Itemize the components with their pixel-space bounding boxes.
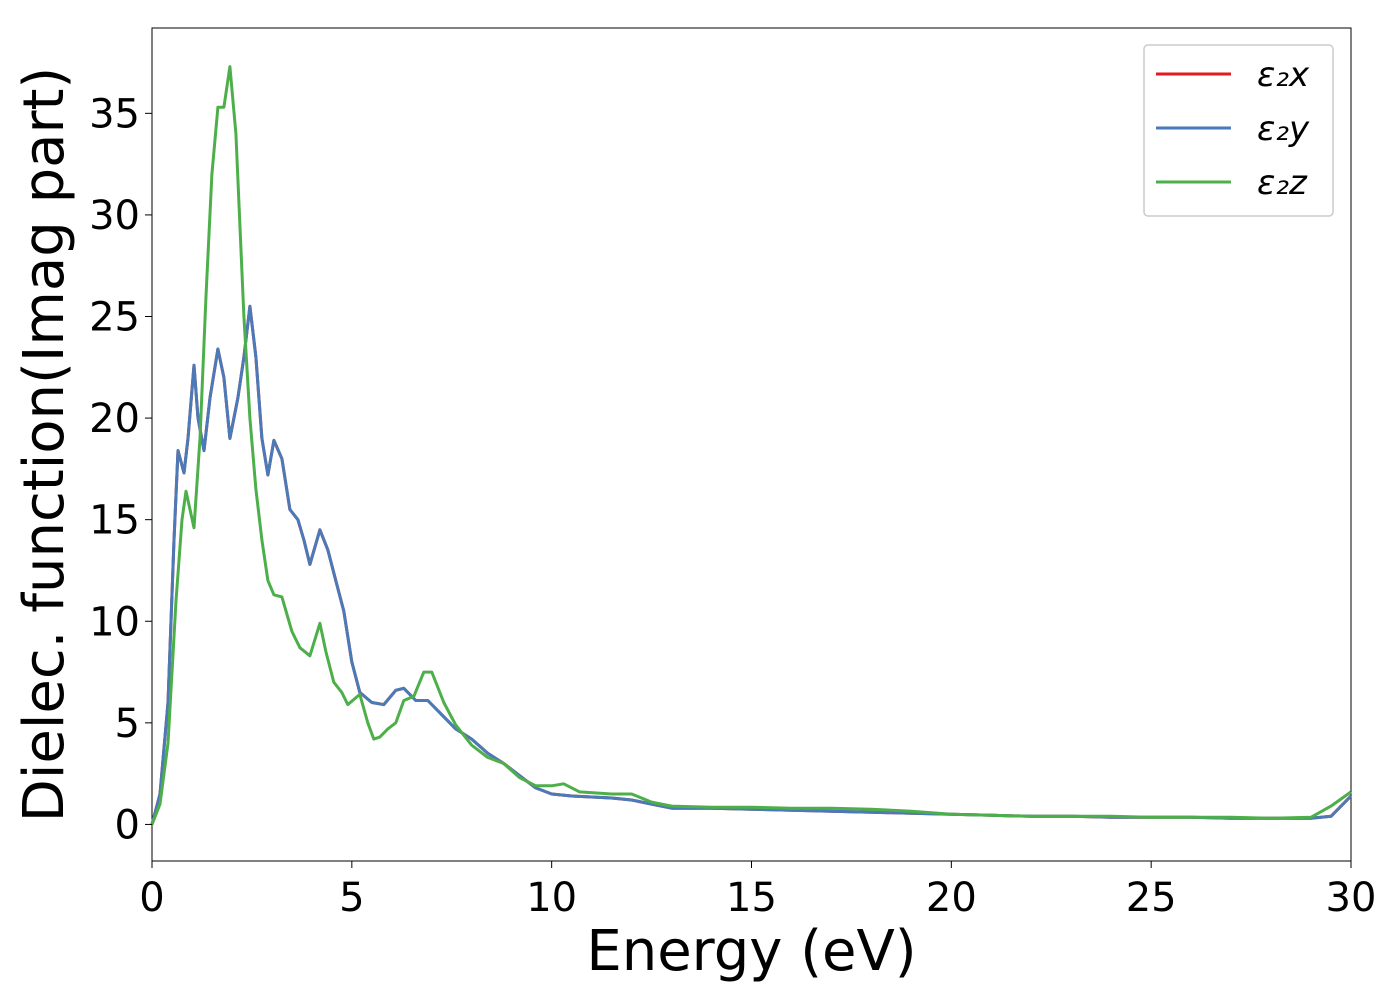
x-tick-label: 10: [526, 875, 577, 921]
legend-label: ε₂z: [1257, 163, 1308, 203]
y-tick-label: 0: [115, 802, 140, 848]
x-tick-label: 5: [339, 875, 364, 921]
x-axis-label: Energy (eV): [586, 919, 916, 984]
y-tick-label: 15: [89, 498, 140, 544]
x-ticks: 0 5 10 15 20 25 30: [139, 861, 1376, 921]
x-tick-label: 0: [139, 875, 164, 921]
y-tick-label: 10: [89, 599, 140, 645]
y-tick-label: 35: [89, 91, 140, 137]
legend-label: ε₂x: [1257, 55, 1310, 95]
y-tick-label: 25: [89, 295, 140, 341]
x-tick-label: 25: [1126, 875, 1177, 921]
series-line-2: [150, 304, 1353, 825]
y-axis-label: Dielec. function(Imag part): [12, 67, 77, 823]
y-tick-label: 5: [115, 701, 140, 747]
series-line-3: [150, 65, 1352, 825]
x-tick-label: 15: [726, 875, 777, 921]
legend-box: [1143, 44, 1334, 217]
legend: ε₂x ε₂y ε₂z: [1143, 44, 1334, 217]
y-ticks: 0 5 10 15 20 25 30 35: [89, 91, 152, 848]
x-tick-label: 30: [1326, 875, 1377, 921]
x-tick-label: 20: [926, 875, 977, 921]
y-tick-label: 20: [89, 396, 140, 442]
y-tick-label: 30: [89, 193, 140, 239]
legend-label: ε₂y: [1257, 109, 1310, 149]
series-lines: [150, 65, 1353, 825]
